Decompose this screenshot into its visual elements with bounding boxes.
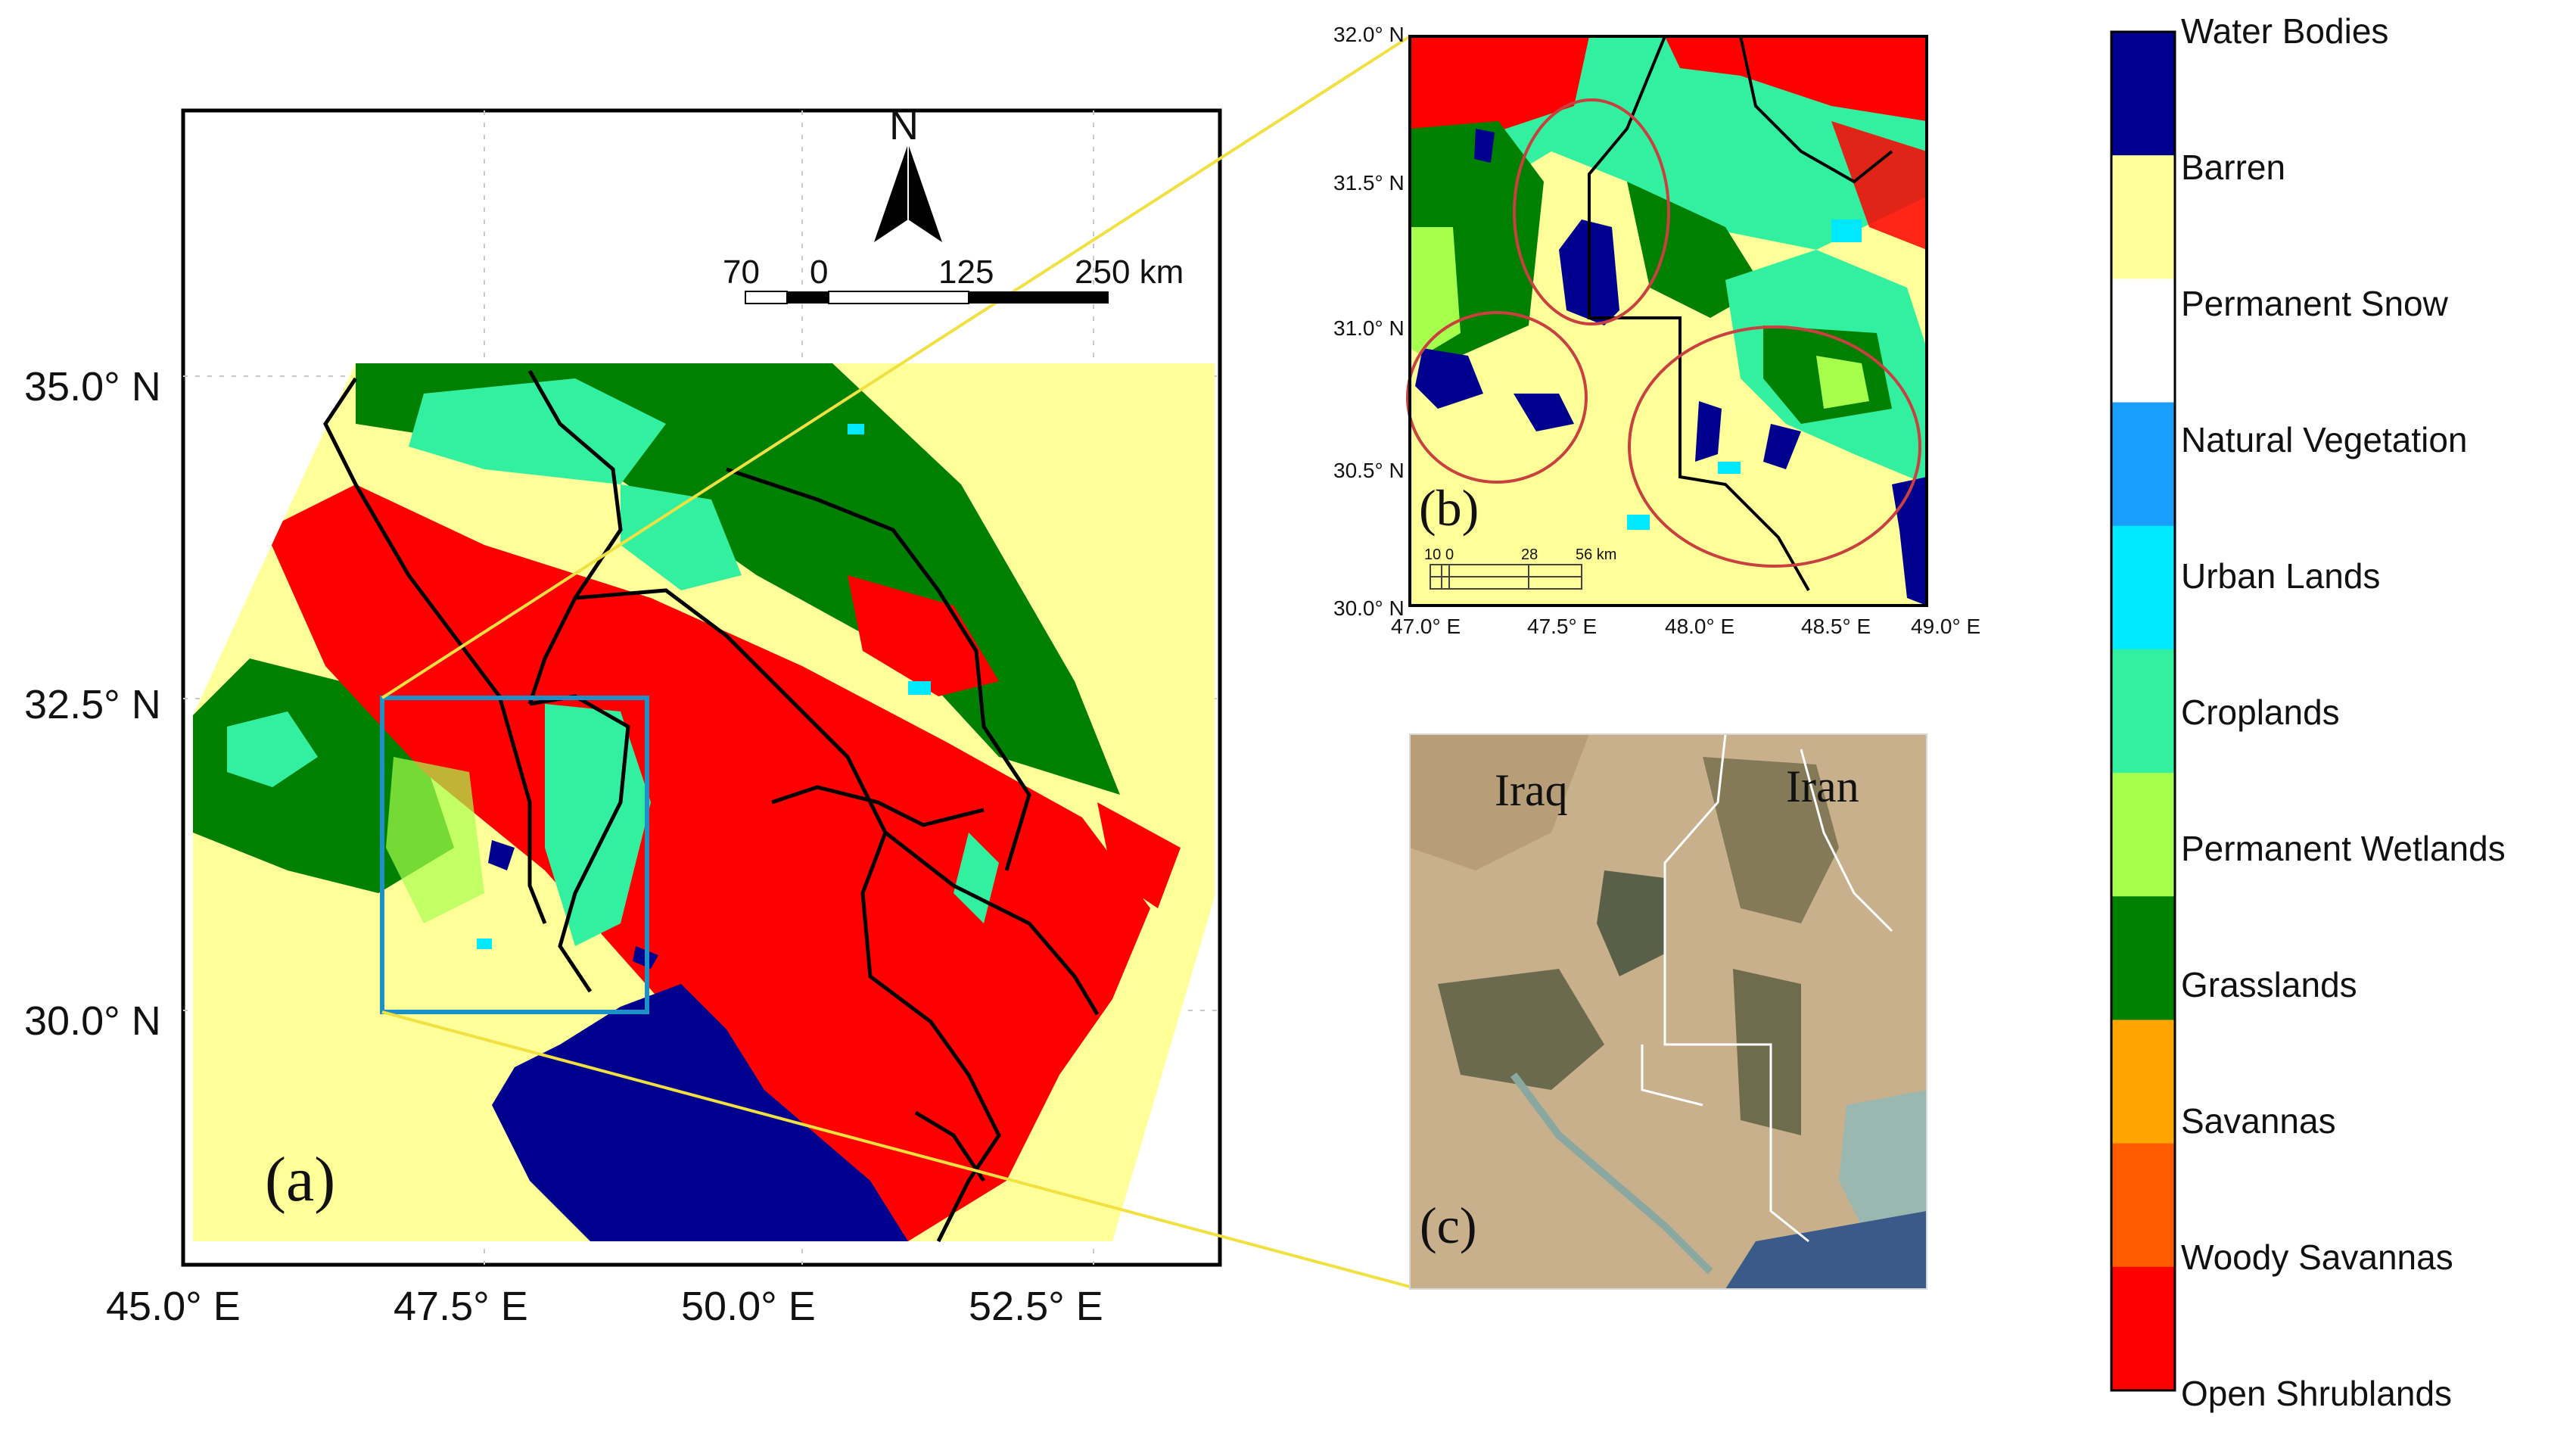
scale-label: 250 km [1075,254,1184,291]
zoom-connector-lines [381,35,1411,1288]
satellite-borders [1641,733,1893,1243]
legend-label: Urban Lands [2181,556,2381,596]
highlight-circles [1406,98,1921,568]
scale-label: 0 [1445,546,1454,563]
lon-tick-label: 48.0° E [1665,615,1735,638]
scale-label: 70 [723,254,760,291]
map-a-boundaries [323,369,1100,1243]
land-cover-map-b [1410,36,1927,606]
scale-label: 125 [938,254,994,291]
legend-frame [2110,30,2176,1392]
panel-label-a: (a) [265,1144,336,1215]
legend-swatch-croplands [2111,649,2175,774]
legend-label: Water Bodies [2181,11,2389,51]
panel-label-b: (b) [1419,479,1479,537]
lat-tick-label: 35.0° N [24,364,161,409]
study-area-box [380,696,649,1014]
scale-label: 56 km [1576,546,1617,563]
lon-tick-label: 47.5° E [394,1284,528,1329]
legend-swatch-open-shrublands [2111,1266,2175,1391]
map-b-boundaries [1588,36,1893,591]
lon-tick-label: 45.0° E [106,1284,241,1329]
lat-tick-label: 32.5° N [24,682,161,727]
lat-tick-label: 31.5° N [1333,171,1405,195]
lon-tick-label: 50.0° E [681,1284,816,1329]
satellite-image-c [1410,734,1927,1289]
country-label-iran: Iran [1786,761,1859,811]
scale-label: 10 [1424,546,1442,563]
lon-tick-label: 47.5° E [1527,615,1598,638]
scale-bar-b [1430,564,1582,590]
legend-label: Savannas [2181,1101,2336,1141]
map-b-frame [1408,35,1928,607]
legend-label: Croplands [2181,693,2340,732]
legend-label: Permanent Wetlands [2181,829,2506,868]
lat-tick-label: 30.0° N [1333,596,1405,620]
legend-swatch-water-bodies [2111,32,2175,156]
legend-swatch-woody-savannas [2111,1143,2175,1268]
legend-swatch-barren [2111,155,2175,279]
lon-tick-label: 52.5° E [969,1284,1103,1329]
legend-label: Open Shrublands [2181,1374,2453,1413]
north-arrow-icon [874,144,942,242]
legend-swatch-permanent-snow [2111,279,2175,403]
legend-label: Natural Vegetation [2181,420,2468,459]
lat-tick-label: 30.5° N [1333,459,1405,482]
satellite-frame [1409,733,1927,1290]
legend-colorbar [2111,32,2175,1391]
scale-label: 0 [810,254,829,291]
scale-label: 28 [1521,546,1538,563]
north-label: N [889,103,919,148]
panel-label-c: (c) [1420,1197,1477,1254]
legend-label: Barren [2181,148,2286,187]
legend-label: Permanent Snow [2181,284,2448,323]
lon-tick-label: 48.5° E [1801,615,1871,638]
legend-swatch-permanent-wetlands [2111,773,2175,897]
legend-swatch-grasslands [2111,896,2175,1020]
lon-tick-label: 47.0° E [1391,615,1461,638]
legend-swatch-natural-vegetation [2111,402,2175,527]
lat-tick-label: 32.0° N [1333,23,1405,46]
legend-label: Grasslands [2181,965,2357,1004]
scale-bar-a [745,291,1109,304]
lat-tick-label: 30.0° N [24,998,161,1044]
country-label-iraq: Iraq [1495,765,1568,815]
legend-swatch-savannas [2111,1020,2175,1144]
legend-swatch-urban-lands [2111,525,2175,650]
lon-tick-label: 49.0° E [1911,615,1981,638]
lat-tick-label: 31.0° N [1333,316,1405,340]
legend-label: Woody Savannas [2181,1238,2453,1277]
